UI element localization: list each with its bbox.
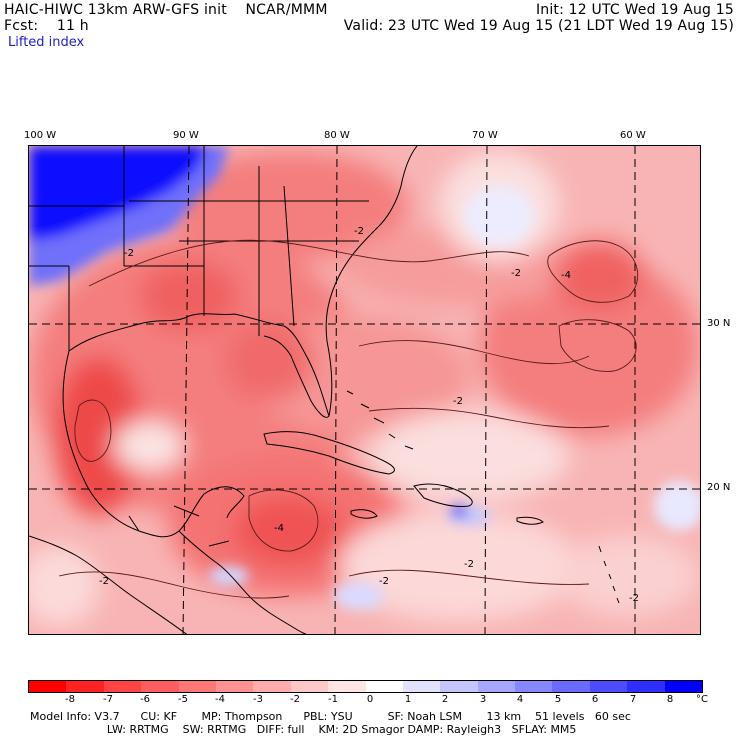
colorbar-swatch xyxy=(103,681,142,692)
contour-label: -2 xyxy=(629,593,639,604)
contour-label: -2 xyxy=(99,576,109,587)
colorbar-tick-label: 8 xyxy=(666,694,674,705)
valid-time: Valid: 23 UTC Wed 19 Aug 15 (21 LDT Wed … xyxy=(343,18,734,34)
lat-lon-grid xyxy=(29,146,700,634)
colorbar-swatch xyxy=(589,681,628,692)
lon-label-60w: 60 W xyxy=(620,130,646,141)
colorbar-tick-label: -4 xyxy=(215,694,225,705)
lon-label-80w: 80 W xyxy=(324,130,350,141)
colorbar-swatch xyxy=(141,681,179,692)
lon-label-90w: 90 W xyxy=(173,130,199,141)
colorbar-tick-label: -8 xyxy=(65,694,75,705)
coastlines xyxy=(29,146,620,634)
colorbar-unit: °C xyxy=(696,694,708,705)
colorbar-tick-label: 3 xyxy=(479,694,487,705)
colorbar-swatch xyxy=(290,681,329,692)
contour-label: -2 xyxy=(354,226,364,237)
lat-label-20n: 20 N xyxy=(707,482,731,493)
colorbar-swatch xyxy=(402,681,441,692)
colorbar-swatch xyxy=(627,681,665,692)
colorbar-swatch xyxy=(215,681,254,692)
colorbar-swatch xyxy=(477,681,516,692)
lat-label-30n: 30 N xyxy=(707,318,731,329)
colorbar-swatch xyxy=(440,681,478,692)
contour-label: -4 xyxy=(561,270,571,281)
colorbar-tick-label: -1 xyxy=(328,694,338,705)
contour-label: -2 xyxy=(511,268,521,279)
contour-label: -2 xyxy=(464,559,474,570)
colorbar-swatch xyxy=(29,681,67,692)
lifted-index-map: -2 -2 -2 -2 -2 -2 -2 -2 -4 -4 xyxy=(28,145,701,635)
colorbar-swatch xyxy=(178,681,216,692)
model-title: HAIC-HIWC 13km ARW-GFS init NCAR/MMM xyxy=(4,2,328,18)
forecast-hour: Fcst: 11 h xyxy=(4,18,89,34)
contours xyxy=(58,239,639,599)
map-canvas: -2 -2 -2 -2 -2 -2 -2 -2 -4 -4 xyxy=(29,146,700,634)
colorbar-swatch xyxy=(515,681,553,692)
colorbar-tick-label: -6 xyxy=(140,694,150,705)
colorbar-tick-label: 4 xyxy=(516,694,524,705)
init-time: Init: 12 UTC Wed 19 Aug 15 xyxy=(535,2,734,18)
colorbar-swatch xyxy=(664,681,703,692)
colorbar-tick-label: 7 xyxy=(629,694,637,705)
contour-label-group: -2 -2 -2 -2 -2 -2 -2 -2 -4 -4 xyxy=(99,226,639,604)
field-name: Lifted index xyxy=(8,35,85,50)
colorbar-tick-label: 6 xyxy=(591,694,599,705)
lon-label-100w: 100 W xyxy=(24,130,57,141)
colorbar-swatch xyxy=(253,681,291,692)
colorbar-tick-label: -7 xyxy=(103,694,113,705)
contour-label: -2 xyxy=(124,248,134,259)
contour-label: -2 xyxy=(453,396,463,407)
colorbar xyxy=(28,680,703,693)
colorbar-tick-label: -5 xyxy=(178,694,188,705)
contour-label: -2 xyxy=(379,576,389,587)
colorbar-swatch xyxy=(328,681,366,692)
lon-label-70w: 70 W xyxy=(472,130,498,141)
colorbar-swatch xyxy=(66,681,104,692)
positive-li-areas xyxy=(29,146,700,610)
model-info-line1: Model Info: V3.7 CU: KF MP: Thompson PBL… xyxy=(30,710,631,723)
model-info-line2: LW: RRTMG SW: RRTMG DIFF: full KM: 2D Sm… xyxy=(30,723,577,736)
colorbar-tick-label: -3 xyxy=(253,694,263,705)
colorbar-tick-label: 5 xyxy=(554,694,562,705)
colorbar-tick-label: -2 xyxy=(290,694,300,705)
contour-label: -4 xyxy=(274,523,284,534)
colorbar-tick-label: 0 xyxy=(366,694,374,705)
colorbar-swatch xyxy=(365,681,403,692)
colorbar-swatch xyxy=(552,681,590,692)
colorbar-tick-label: 1 xyxy=(404,694,412,705)
colorbar-tick-label: 2 xyxy=(441,694,449,705)
